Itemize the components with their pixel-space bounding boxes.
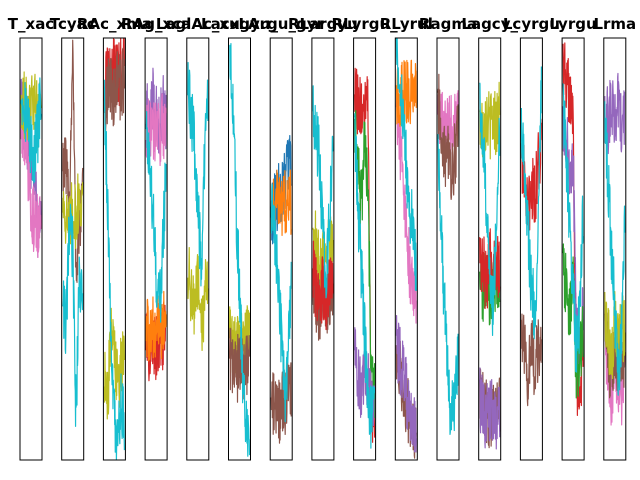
panel-8-frame (311, 37, 335, 461)
panel-13-plot (520, 66, 543, 407)
panel-10-frame (394, 37, 418, 461)
panel-7-title: LArgu_gyr (238, 15, 324, 33)
panel-10-plot (395, 38, 417, 459)
panel-12: Lagcy_ (461, 15, 518, 461)
panel-2-frame (61, 37, 85, 461)
panel-13-title: Lcyrgu (503, 15, 560, 33)
panel-8: RLargyu (288, 15, 358, 461)
panel-12-frame (478, 37, 502, 461)
panel-5: LaglAc_xu (156, 15, 240, 461)
panel-5-series-olive (187, 246, 209, 352)
panel-6-title: Lacxgyu_ (201, 15, 278, 33)
panel-12-series-cyan (479, 82, 501, 336)
panel-10-series-purple (395, 315, 417, 453)
panel-6-frame (228, 37, 251, 461)
panel-4-plot (145, 67, 167, 382)
panel-7-series-cyan (270, 183, 292, 423)
panel-15: Lrma (593, 15, 636, 461)
panel-15-title: Lrma (593, 15, 636, 33)
panel-8-series-cyan (312, 85, 334, 299)
panel-9: RLyrgu_ (332, 15, 399, 461)
panel-5-frame (186, 37, 210, 461)
panel-4-title: RAg_xca (121, 15, 191, 33)
panel-4-series-orange (145, 290, 167, 362)
panel-13-series-cyan (520, 66, 543, 340)
panel-3: RAc_xma (77, 15, 152, 461)
panel-6-series-cyan (229, 43, 251, 457)
panel-2-title: Tcyac (50, 15, 96, 33)
panel-12-title: Lagcy_ (461, 15, 518, 33)
panel-6: Lacxgyu_ (201, 15, 278, 461)
panel-11-title: Ragma (419, 15, 477, 33)
panel-7-series-brown (270, 359, 292, 444)
panel-12-series-red (479, 228, 501, 309)
panel-8-series-red (312, 240, 334, 331)
panel-15-frame (603, 37, 627, 461)
panel-14: Lyrgu (550, 15, 597, 461)
panel-5-plot (187, 61, 209, 352)
panel-11-series-brown (437, 73, 459, 201)
panel-2: Tcyac (50, 15, 96, 461)
panel-15-series-cyan (604, 101, 626, 396)
panel-6-series-brown (228, 327, 251, 403)
panel-1: T_xac (8, 15, 54, 461)
panel-11-frame (436, 37, 460, 461)
panel-12-plot (479, 81, 501, 450)
panel-15-series-purple (604, 72, 626, 155)
panel-1-frame (19, 37, 43, 461)
panel-14-frame (561, 37, 585, 461)
panel-13-frame (519, 37, 543, 461)
panel-2-plot (62, 39, 84, 427)
panel-5-series-cyan (187, 61, 209, 287)
panel-9-frame (353, 37, 377, 461)
panel-7-series-blue (270, 134, 292, 245)
panel-3-series-cyan (103, 79, 125, 460)
panel-13-series-red (520, 118, 542, 231)
panel-11-plot (437, 73, 459, 436)
panel-8-plot (312, 85, 334, 341)
panel-12-series-olive (479, 81, 501, 160)
panel-9-series-cyan (354, 113, 376, 449)
panel-12-series-purple (479, 367, 501, 450)
panel-10-series-orange (395, 59, 417, 127)
panel-14-plot (562, 42, 584, 416)
panel-14-series-red (562, 42, 584, 416)
panel-3-series-brown (103, 47, 125, 133)
panel-3-plot (103, 38, 125, 460)
panel-11: Ragma (419, 15, 477, 461)
panel-9-title: RLyrgu_ (332, 15, 399, 33)
panel-9-series-green (354, 110, 376, 419)
panel-1-plot (20, 71, 42, 258)
panel-7-plot (270, 134, 292, 444)
panel-4-series-cyan (145, 111, 167, 323)
panel-10-title: RLyrul (380, 15, 433, 33)
panel-11-series-cyan (437, 134, 459, 436)
panel-7: LArgu_gyr (238, 15, 324, 461)
panel-14-title: Lyrgu (550, 15, 597, 33)
panel-5-title: LaglAc_xu (156, 15, 240, 33)
panel-10-series-cyan (395, 38, 417, 291)
panel-9-plot (354, 67, 376, 449)
panel-3-frame (102, 37, 126, 461)
panel-2-series-brown (62, 39, 84, 283)
panel-10: RLyrul (380, 15, 433, 461)
panel-4: RAg_xca (121, 15, 191, 461)
panel-1-series-cyan (20, 77, 42, 184)
panels: T_xacTcyacRAc_xmaRAg_xcaLaglAc_xuLacxgyu… (8, 15, 636, 461)
panel-8-title: RLargyu (288, 15, 358, 33)
panel-6-plot (228, 43, 251, 457)
panel-2-series-cyan (62, 203, 84, 427)
panel-13-series-brown (520, 313, 542, 407)
panel-4-frame (144, 37, 168, 461)
panel-1-title: T_xac (8, 15, 54, 33)
panel-14-series-cyan (562, 83, 584, 373)
panel-15-plot (604, 72, 626, 426)
panel-3-title: RAc_xma (77, 15, 152, 33)
panel-13: Lcyrgu (503, 15, 560, 461)
panel-7-frame (269, 37, 293, 461)
panel-14-series-green (562, 243, 584, 399)
